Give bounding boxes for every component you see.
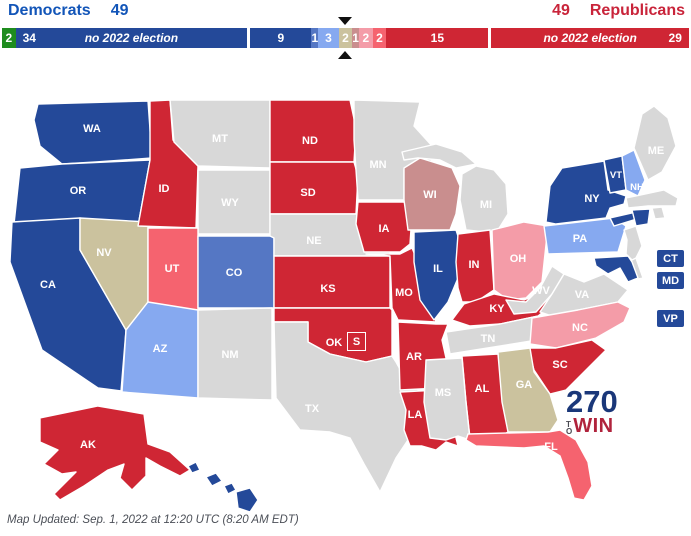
bar-segment-count: 2: [5, 31, 13, 45]
bar-no-election-note: no 2022 election: [84, 31, 179, 45]
state-CT[interactable]: [631, 208, 651, 227]
bar-segment-rep-likely: 2: [372, 28, 387, 48]
oklahoma-special-election-marker[interactable]: S: [347, 332, 366, 351]
republicans-label: Republicans: [589, 2, 685, 19]
bar-segment-count: 1: [352, 31, 359, 45]
state-HI[interactable]: [223, 482, 237, 495]
side-box-CT[interactable]: CT: [657, 250, 684, 267]
state-WY[interactable]: [197, 169, 271, 235]
bar-segment-count: 29: [668, 31, 682, 45]
majority-marker-down-icon: [338, 17, 352, 25]
state-ME[interactable]: [633, 105, 677, 181]
state-MI[interactable]: [459, 165, 509, 233]
bar-segment-dem-likely: 1: [311, 28, 319, 48]
state-MD[interactable]: [593, 255, 639, 283]
bar-segment-rep-lean: 2: [359, 28, 373, 48]
state-NM[interactable]: [197, 307, 273, 401]
state-AK[interactable]: [39, 405, 191, 501]
state-MS[interactable]: [423, 357, 471, 441]
state-CO[interactable]: [197, 235, 275, 309]
republicans-count: 49: [552, 2, 570, 19]
bar-no-election-note: no 2022 election: [543, 31, 637, 45]
bar-segment-rep-no-election: no 2022 election 29: [491, 28, 689, 48]
bar-segment-count: 2: [342, 31, 349, 45]
totals-header: Democrats 49 49 Republicans: [8, 2, 685, 20]
state-HI[interactable]: [187, 461, 201, 474]
bar-segment-independent-no-election: 2: [2, 28, 16, 48]
bar-segment-count: 2: [362, 31, 370, 45]
map-updated-text: Map Updated: Sep. 1, 2022 at 12:20 UTC (…: [7, 514, 299, 526]
bar-segment-count: 15: [430, 31, 445, 45]
logo-win-text: WIN: [573, 415, 614, 437]
state-ND[interactable]: [269, 99, 357, 163]
republicans-total: 49 Republicans: [552, 2, 685, 20]
logo-270-text: 270: [566, 384, 618, 419]
bar-segment-count: 9: [277, 31, 285, 45]
state-HI[interactable]: [235, 487, 259, 513]
state-SD[interactable]: [269, 161, 359, 215]
state-UT[interactable]: [147, 227, 199, 311]
democrats-label: Democrats: [8, 2, 91, 19]
bar-segment-count: 1: [311, 31, 319, 45]
side-box-VP[interactable]: VP: [657, 310, 684, 327]
side-box-MD[interactable]: MD: [657, 272, 684, 289]
state-MT[interactable]: [169, 99, 271, 169]
state-RI[interactable]: [651, 206, 666, 220]
bar-segment-count: 2: [376, 31, 383, 45]
state-AZ[interactable]: [121, 301, 199, 399]
state-MI[interactable]: [401, 143, 477, 169]
democrats-total: Democrats 49: [8, 2, 129, 20]
state-label-HI: HI: [205, 492, 216, 504]
bar-segment-dem-safe: 9: [250, 28, 312, 48]
state-WI[interactable]: [403, 157, 461, 231]
bar-segment-dem-lean: 3: [318, 28, 339, 48]
democrats-count: 49: [110, 2, 129, 19]
bar-segment-count: 34: [22, 31, 36, 45]
bar-segment-rep-safe: 15: [386, 28, 489, 48]
state-OH[interactable]: [491, 221, 549, 301]
majority-marker-up-icon: [338, 51, 352, 59]
state-FL[interactable]: [465, 429, 593, 501]
state-KS[interactable]: [273, 255, 391, 309]
state-NC[interactable]: [529, 301, 631, 349]
bar-segment-count: 3: [325, 31, 332, 45]
state-HI[interactable]: [205, 472, 223, 487]
state-NY[interactable]: [545, 160, 627, 225]
state-WA[interactable]: [33, 100, 153, 165]
state-IA[interactable]: [355, 201, 413, 253]
bar-segment-dem-no-election: no 2022 election 34: [15, 28, 248, 48]
bar-segment-tossup: 2: [338, 28, 353, 48]
seat-bar: 2 no 2022 election 34 9 1 3 2 1 2 2 15 no 2022 elec…: [2, 28, 689, 48]
state-SC[interactable]: [527, 339, 607, 395]
state-IN[interactable]: [455, 229, 495, 303]
state-NH[interactable]: [621, 149, 646, 197]
state-MA[interactable]: [625, 189, 679, 209]
bar-segment-rep-tilt: 1: [352, 28, 360, 48]
state-PA[interactable]: [543, 217, 627, 255]
